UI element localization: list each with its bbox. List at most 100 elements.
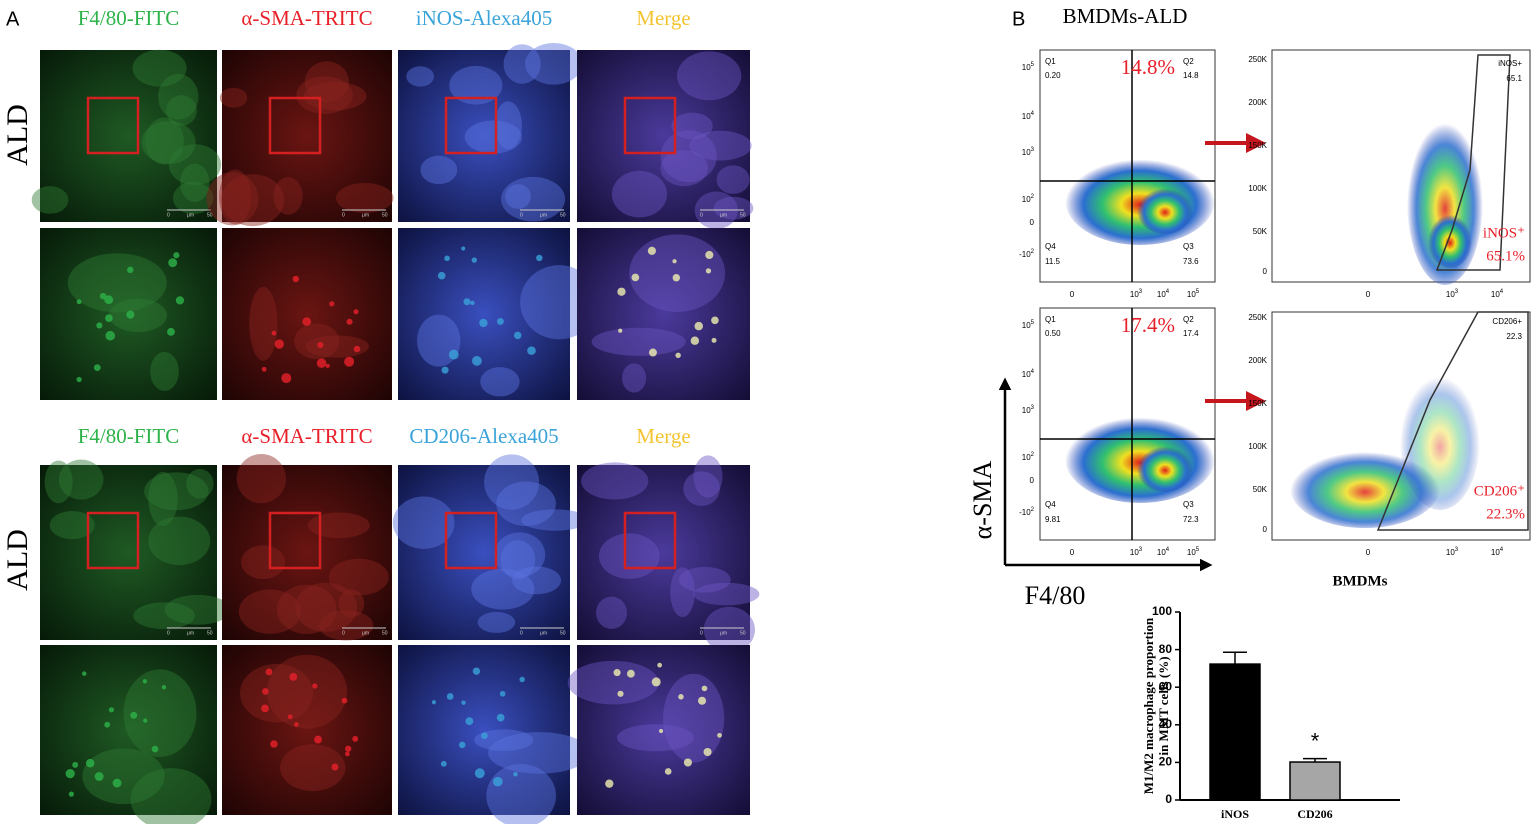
cell	[241, 545, 286, 580]
x-tick-label: 103	[1446, 547, 1459, 558]
tick-base: 10	[1022, 406, 1031, 415]
signal	[647, 246, 656, 255]
signal	[444, 255, 450, 262]
cell	[318, 610, 374, 641]
tick-base: 10	[1022, 321, 1031, 330]
y-tick-label: -102	[1019, 507, 1035, 518]
x-tick-label: CD206	[1297, 807, 1332, 821]
signal	[617, 287, 626, 296]
signal	[672, 259, 677, 264]
signal	[76, 376, 82, 383]
y-tick-label: 105	[1022, 62, 1035, 73]
cell	[249, 286, 278, 361]
gate-overlay-value: 22.3%	[1486, 506, 1525, 522]
micrograph	[577, 50, 750, 222]
tick-base: 10	[1446, 290, 1455, 299]
signal	[703, 747, 712, 757]
cell	[296, 76, 353, 114]
signal	[142, 679, 148, 684]
scale-bar-label: 50	[740, 212, 746, 218]
gate	[1435, 54, 1511, 271]
x-tick-label: 0	[1070, 290, 1075, 299]
tick-base: 10	[1022, 63, 1031, 72]
signal	[474, 768, 485, 779]
cell	[221, 174, 285, 227]
density	[1428, 212, 1472, 268]
cell	[567, 660, 659, 705]
scale-bar-label: 0	[167, 630, 170, 636]
signal	[85, 758, 95, 768]
y-tick-label: 150K	[1248, 141, 1267, 150]
cell	[494, 532, 546, 578]
y-tick-label: 80	[1159, 642, 1173, 656]
cell	[338, 589, 365, 618]
y-axis-title: in MMT cells (%)	[1156, 656, 1171, 755]
cell	[238, 589, 302, 634]
gate-overlay-name: CD206⁺	[1474, 483, 1525, 499]
x-tick-label: 104	[1491, 289, 1504, 300]
cell	[141, 121, 196, 164]
signal	[536, 254, 543, 262]
signal	[664, 768, 672, 775]
y-tick-label: 150K	[1248, 399, 1267, 408]
signal	[441, 366, 449, 374]
cell	[617, 724, 694, 752]
micrograph	[577, 645, 750, 815]
tick-base: 0	[1030, 218, 1035, 227]
signal	[496, 713, 505, 722]
signal	[344, 356, 355, 367]
signal	[105, 314, 113, 323]
cell	[693, 582, 760, 606]
y-tick-label: 250K	[1248, 313, 1267, 322]
micrograph	[40, 645, 217, 815]
quadrant-name: Q3	[1183, 242, 1194, 251]
quadrant-name: Q2	[1183, 315, 1194, 324]
cell	[670, 567, 695, 617]
x-tick-label: 105	[1187, 289, 1200, 300]
cell	[206, 172, 259, 226]
x-tick-label: 104	[1491, 547, 1504, 558]
scale-bar-label: μm	[720, 212, 727, 218]
tick-base: 10	[1130, 548, 1139, 557]
quadrant-name: Q1	[1045, 57, 1056, 66]
tick-base: -10	[1019, 250, 1031, 259]
signal	[341, 697, 348, 704]
signal	[698, 696, 707, 705]
y-tick-label: 0	[1030, 476, 1035, 485]
gate-name: CD206+	[1492, 317, 1522, 326]
cell	[186, 469, 214, 499]
tick-base: 10	[1157, 548, 1166, 557]
signal	[657, 662, 663, 668]
quadrant-value: 11.5	[1045, 257, 1061, 266]
tick-exp: 2	[1031, 194, 1035, 200]
signal	[126, 310, 135, 319]
channel-label: iNOS-Alexa405	[416, 6, 552, 30]
scale-bar-label: μm	[187, 630, 194, 636]
signal	[274, 339, 284, 349]
cell	[236, 454, 287, 504]
cell	[611, 170, 668, 218]
bar	[1289, 761, 1341, 801]
roi-box	[86, 96, 140, 155]
signal	[470, 300, 475, 306]
y-tick-label: 100K	[1248, 184, 1267, 193]
signal	[68, 791, 74, 797]
tick-exp: 4	[1500, 289, 1504, 295]
cell	[67, 253, 167, 313]
x-tick-label: 0	[1366, 548, 1371, 557]
cell	[629, 234, 726, 312]
signal	[672, 273, 681, 282]
signal	[448, 349, 459, 360]
signal	[292, 275, 300, 283]
signal	[701, 685, 708, 692]
scale-bar-label: 50	[382, 212, 388, 218]
cell	[464, 120, 523, 154]
signal	[353, 309, 359, 315]
tick-base: 10	[1187, 290, 1196, 299]
signal	[675, 352, 681, 359]
tick-base: 10	[1187, 548, 1196, 557]
plot-frame	[1271, 311, 1531, 541]
signal	[325, 363, 330, 368]
signal	[461, 700, 466, 705]
